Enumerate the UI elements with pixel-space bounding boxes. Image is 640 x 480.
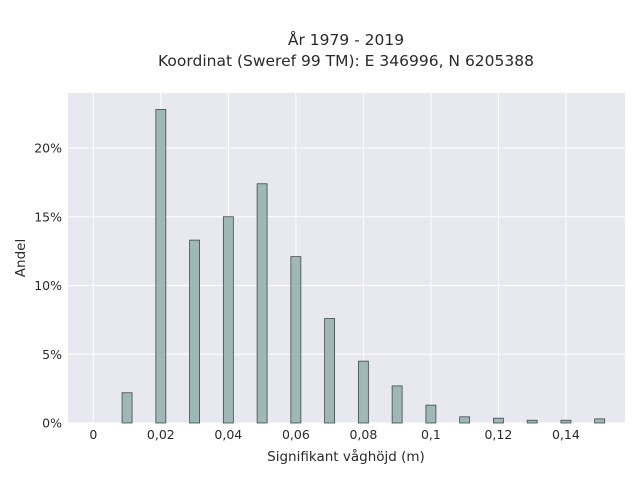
histogram-bar xyxy=(560,419,572,424)
histogram-bar xyxy=(256,183,268,424)
x-tick-label: 0,12 xyxy=(484,427,512,442)
x-tick-label: 0,02 xyxy=(147,427,175,442)
y-tick-label: 0% xyxy=(42,416,62,431)
x-tick-label: 0,04 xyxy=(214,427,242,442)
histogram-bar xyxy=(222,216,234,424)
x-tick-label: 0,14 xyxy=(552,427,580,442)
x-axis-label: Signifikant våghöjd (m) xyxy=(267,448,425,465)
histogram-bar xyxy=(324,318,336,424)
histogram-bar xyxy=(290,256,302,424)
y-tick-label: 20% xyxy=(34,141,62,156)
x-tick-label: 0,1 xyxy=(421,427,441,442)
tick-labels: 0 0,02 0,04 0,06 0,08 0,1 0,12 0,14 0% 5% 10% 15% 20… xyxy=(34,141,580,443)
x-tick-label: 0 xyxy=(89,427,97,442)
histogram-bar xyxy=(493,417,504,424)
histogram-bar xyxy=(425,404,437,424)
histogram-bar xyxy=(189,239,200,424)
chart-title-line-1: År 1979 - 2019 xyxy=(288,30,404,49)
y-axis-label: Andel xyxy=(13,239,29,277)
histogram-bar xyxy=(121,392,133,424)
histogram-bar xyxy=(155,109,167,424)
x-tick-label: 0,08 xyxy=(349,427,377,442)
histogram-bar xyxy=(526,419,538,424)
histogram-bar xyxy=(594,418,606,424)
x-tick-label: 0,06 xyxy=(282,427,310,442)
plot-area xyxy=(68,93,625,423)
bars xyxy=(121,109,606,424)
y-tick-label: 15% xyxy=(34,209,62,224)
y-tick-label: 5% xyxy=(42,347,62,362)
chart-title-line-2: Koordinat (Sweref 99 TM): E 346996, N 62… xyxy=(158,52,534,70)
histogram-bar xyxy=(459,416,471,424)
y-tick-label: 10% xyxy=(34,278,62,293)
histogram-bar xyxy=(391,385,403,424)
histogram-bar xyxy=(357,360,369,424)
